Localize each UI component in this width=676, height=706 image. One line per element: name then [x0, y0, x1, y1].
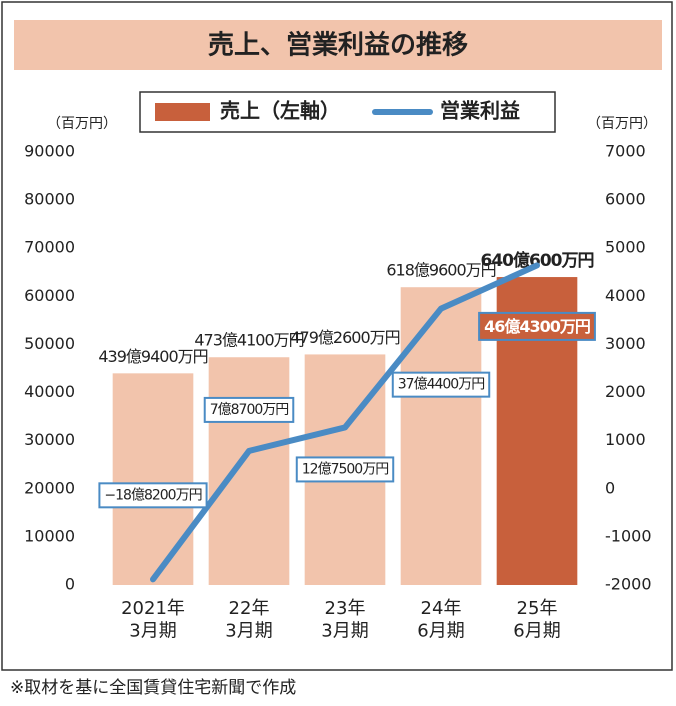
y2-tick-label: -2000	[605, 575, 652, 594]
legend-swatch	[155, 103, 210, 121]
line-value-label: 46億4300万円	[484, 317, 590, 336]
bar	[208, 357, 290, 585]
y-tick-label: 90000	[24, 142, 75, 161]
bar	[400, 287, 482, 585]
label-box	[203, 396, 295, 423]
line-value-label: 37億4400万円	[398, 377, 484, 393]
y2-tick-label: 5000	[605, 238, 646, 257]
y2-tick-label: 4000	[605, 286, 646, 305]
line-value-label: −18億8200万円	[104, 487, 201, 503]
legend-label: 売上（左軸）	[220, 99, 340, 123]
y-tick-label: 70000	[24, 238, 75, 257]
line-value-label: 7億8700万円	[210, 402, 289, 418]
y-tick-label: 10000	[24, 526, 75, 545]
line-value-label: 12億7500万円	[302, 461, 388, 477]
line-value-label-box: 46億4300万円	[478, 311, 596, 341]
y-tick-label: 60000	[24, 286, 75, 305]
y-tick-label: 0	[65, 575, 75, 594]
y-tick-label: 50000	[24, 334, 75, 353]
line	[150, 262, 540, 583]
x-tick-label: 23年 3月期	[321, 598, 368, 642]
source-note: ※取材を基に全国賃貸住宅新聞で作成	[10, 678, 296, 698]
line-value-label-box: 12億7500万円	[295, 456, 395, 483]
y-tick-label: 80000	[24, 190, 75, 209]
x-tick-label: 24年 6月期	[417, 598, 464, 642]
x-tick-label: 25年 6月期	[513, 598, 560, 642]
y2-tick-label: 7000	[605, 142, 646, 161]
label-box	[391, 371, 491, 398]
y2-tick-label: 0	[605, 478, 615, 497]
y2-tick-label: 1000	[605, 430, 646, 449]
y2-tick-label: 2000	[605, 382, 646, 401]
label-box	[478, 311, 596, 341]
chart-title: 売上、営業利益の推移	[208, 31, 468, 61]
bar-value-label: 439億9400万円	[98, 347, 207, 366]
x-tick-label: 2021年 3月期	[121, 598, 185, 642]
label-box	[295, 456, 395, 483]
line-value-label-box: 37億4400万円	[391, 371, 491, 398]
y2-tick-label: 6000	[605, 190, 646, 209]
label-box	[98, 482, 208, 509]
bar	[112, 373, 194, 585]
y-tick-label: 20000	[24, 478, 75, 497]
title-band	[14, 20, 662, 70]
y-axis-unit: （百万円）	[47, 116, 117, 132]
y2-tick-label: 3000	[605, 334, 646, 353]
bar-value-label: 473億4100万円	[194, 331, 303, 350]
y2-tick-label: -1000	[605, 526, 652, 545]
x-tick-label: 22年 3月期	[225, 598, 272, 642]
line-value-label-box: 7億8700万円	[203, 396, 295, 423]
y-tick-label: 40000	[24, 382, 75, 401]
line-value-label-box: −18億8200万円	[98, 482, 208, 509]
y2-axis-unit: （百万円）	[587, 116, 657, 132]
bar-value-label: 640億600万円	[481, 250, 594, 271]
legend-label: 営業利益	[440, 99, 520, 123]
y-tick-label: 30000	[24, 430, 75, 449]
bar-value-label: 479億2600万円	[290, 328, 399, 347]
bar-value-label: 618億9600万円	[386, 261, 495, 280]
